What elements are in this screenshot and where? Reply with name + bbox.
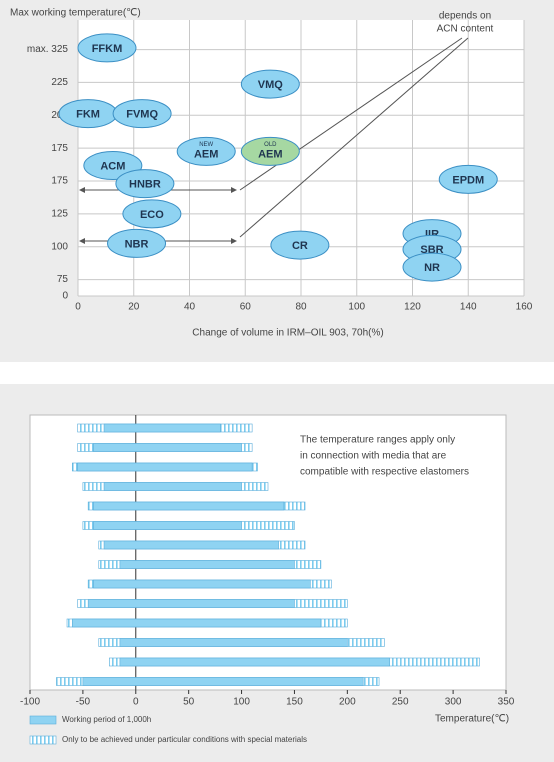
bubble-label: ECO — [140, 209, 164, 221]
note: The temperature ranges apply only — [300, 435, 455, 446]
x-tick-label: -100 — [20, 697, 40, 708]
x-axis-title: Temperature(℃) — [435, 714, 509, 725]
bubble-label: AEM — [194, 148, 218, 160]
note: compatible with respective elastomers — [300, 467, 469, 478]
x-tick-label: 100 — [233, 697, 250, 708]
bubble-sublabel: NEW — [199, 142, 213, 148]
range-bar — [93, 443, 242, 452]
bubble — [122, 199, 182, 229]
x-tick-label: 0 — [75, 302, 81, 313]
bubble-label: CR — [292, 240, 308, 252]
bubble — [240, 136, 300, 166]
bubble-sublabel: OLD — [264, 142, 277, 148]
annotation: depends on — [439, 11, 491, 22]
range-bar — [72, 618, 322, 628]
y-tick-label: 175 — [51, 176, 68, 187]
x-tick-label: 0 — [133, 697, 139, 708]
y-axis-title: Max working temperature(℃) — [10, 8, 141, 19]
bubble-label: AEM — [258, 148, 282, 160]
bubble — [270, 230, 330, 260]
x-tick-label: 120 — [404, 302, 421, 313]
x-tick-label: 50 — [183, 697, 195, 708]
bubble — [77, 33, 137, 63]
x-axis-title: Change of volume in IRM–OIL 903, 70h(%) — [192, 328, 383, 339]
bubble-label: FVMQ — [126, 109, 158, 121]
bubble-label: FFKM — [92, 43, 123, 55]
range-bar — [103, 540, 279, 550]
legend-swatch — [29, 715, 57, 725]
range-bar — [93, 579, 311, 589]
range-bar — [87, 599, 295, 608]
range-bar — [93, 501, 285, 511]
legend-swatch — [29, 735, 57, 745]
y-tick-label: 100 — [51, 241, 68, 252]
x-tick-label: 300 — [445, 697, 462, 708]
bubble — [107, 228, 167, 258]
bubble-label: VMQ — [258, 79, 284, 91]
y-tick-label: 175 — [51, 143, 68, 154]
x-tick-label: 100 — [348, 302, 365, 313]
range-bar — [119, 560, 295, 569]
note: in connection with media that are — [300, 451, 447, 462]
range-bar — [103, 482, 242, 491]
x-tick-label: 350 — [498, 697, 515, 708]
range-bar — [119, 638, 348, 647]
y-tick-label: 75 — [57, 274, 69, 285]
bubble-label: NBR — [125, 238, 149, 250]
x-tick-label: 250 — [392, 697, 409, 708]
bubble-label: HNBR — [129, 179, 161, 191]
x-tick-label: 40 — [184, 302, 196, 313]
bubble-label: FKM — [76, 109, 100, 121]
legend-label: Working period of 1,000h — [62, 715, 151, 724]
x-tick-label: -50 — [76, 697, 91, 708]
x-tick-label: 60 — [240, 302, 252, 313]
range-bar — [82, 677, 364, 686]
range-bar — [103, 423, 221, 433]
legend-label: Only to be achieved under particular con… — [62, 735, 307, 744]
leader-line — [239, 37, 469, 238]
bubble-label: ACM — [100, 160, 125, 172]
bubble-label: EPDM — [452, 174, 484, 186]
x-tick-label: 200 — [339, 697, 356, 708]
y-tick-label: 0 — [62, 291, 68, 302]
range-bar — [77, 462, 253, 472]
y-tick-label: 125 — [51, 208, 68, 219]
x-tick-label: 140 — [460, 302, 477, 313]
y-tick-label: max. 325 — [27, 44, 69, 55]
range-bar — [119, 657, 390, 667]
x-tick-label: 150 — [286, 697, 303, 708]
bubble — [112, 99, 172, 129]
bubble — [240, 69, 300, 99]
x-tick-label: 160 — [516, 302, 533, 313]
bubble — [438, 164, 498, 194]
bubble-label: NR — [424, 262, 440, 274]
y-tick-label: 225 — [51, 77, 68, 88]
bubble — [115, 169, 175, 199]
bubble — [402, 252, 462, 282]
annotation: ACN content — [437, 24, 494, 35]
x-tick-label: 20 — [128, 302, 140, 313]
bubble — [176, 136, 236, 166]
range-bar — [93, 521, 242, 530]
bubble-label: SBR — [420, 244, 443, 256]
x-tick-label: 80 — [295, 302, 307, 313]
